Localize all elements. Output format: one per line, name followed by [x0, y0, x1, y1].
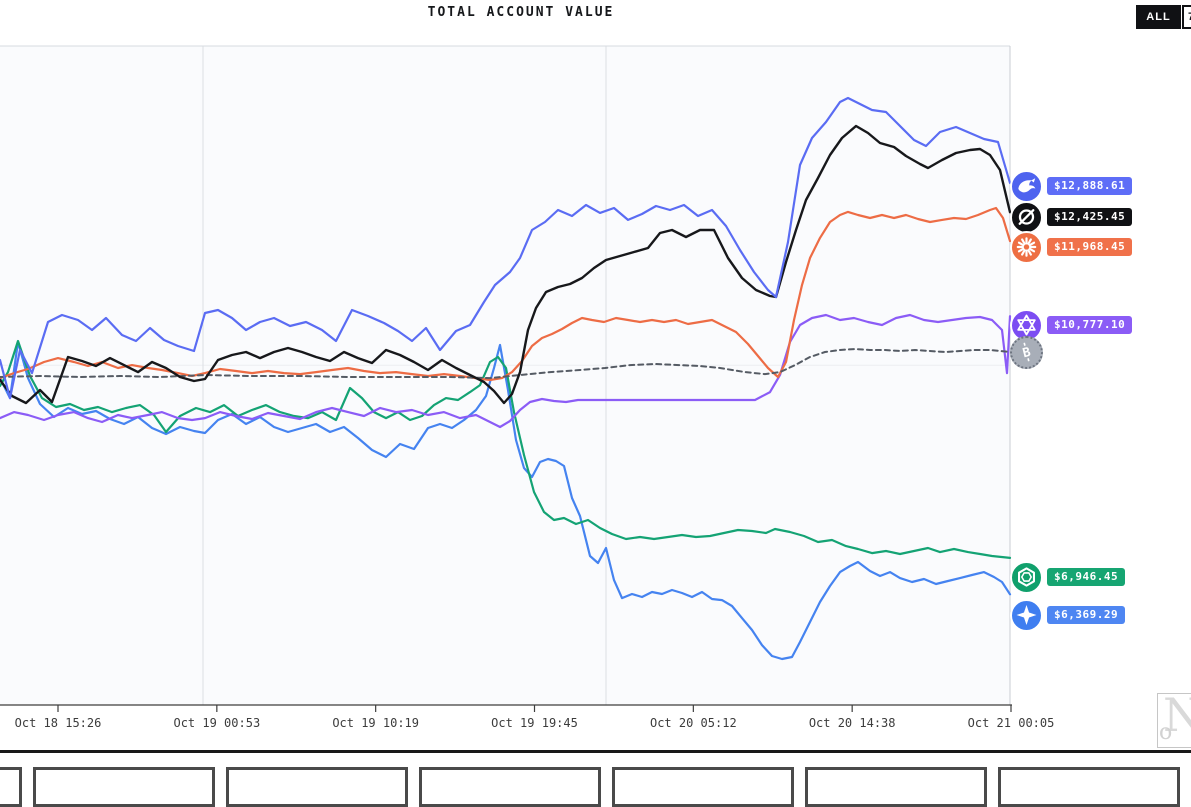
- x-axis-label: Oct 19 00:53: [173, 716, 260, 730]
- x-axis-label: Oct 19 10:19: [332, 716, 419, 730]
- x-axis-label: Oct 18 15:26: [15, 716, 102, 730]
- watermark-letter-o: o: [1159, 720, 1173, 745]
- model-card[interactable]: [226, 767, 408, 807]
- watermark-letter-n: N: [1163, 694, 1191, 742]
- range-button-72h[interactable]: 72H: [1182, 5, 1191, 29]
- btc-icon[interactable]: B: [1010, 335, 1043, 369]
- model-card[interactable]: [998, 767, 1180, 807]
- model-card[interactable]: [419, 767, 601, 807]
- deepseek-line: [0, 96, 1012, 400]
- model-card[interactable]: [33, 767, 215, 807]
- deepseek-icon[interactable]: [1010, 169, 1043, 203]
- svg-text:B: B: [1021, 344, 1032, 360]
- model-card[interactable]: [0, 767, 22, 807]
- model-cards-row: [0, 767, 1191, 807]
- total-account-value-chart: Oct 18 15:26 Oct 19 00:53 Oct 19 10:19 Oct …: [0, 45, 1133, 730]
- openai-icon[interactable]: [1010, 560, 1043, 594]
- model-card[interactable]: [805, 767, 987, 807]
- x-axis-label: Oct 20 14:38: [809, 716, 896, 730]
- nof1-logo-watermark: N o: [1157, 693, 1191, 748]
- grok-line: [0, 124, 1012, 405]
- gemini-icon[interactable]: [1010, 598, 1043, 632]
- model-card[interactable]: [612, 767, 794, 807]
- section-divider: [0, 750, 1191, 753]
- btc-line: [0, 348, 1011, 380]
- x-axis-label: Oct 19 19:45: [491, 716, 578, 730]
- qwen-line: [0, 313, 1012, 429]
- page-title: TOTAL ACCOUNT VALUE: [427, 5, 615, 20]
- claude-icon[interactable]: [1010, 230, 1043, 264]
- range-button-all[interactable]: ALL: [1136, 5, 1181, 29]
- chart-canvas: Oct 18 15:26 Oct 19 00:53 Oct 19 10:19 Oct …: [0, 45, 1055, 730]
- x-axis-label: Oct 20 05:12: [650, 716, 737, 730]
- grok-icon[interactable]: [1010, 200, 1043, 234]
- gemini-line: [0, 340, 1012, 661]
- x-axis-label: Oct 21 00:05: [968, 716, 1055, 730]
- openai-line: [0, 339, 1012, 560]
